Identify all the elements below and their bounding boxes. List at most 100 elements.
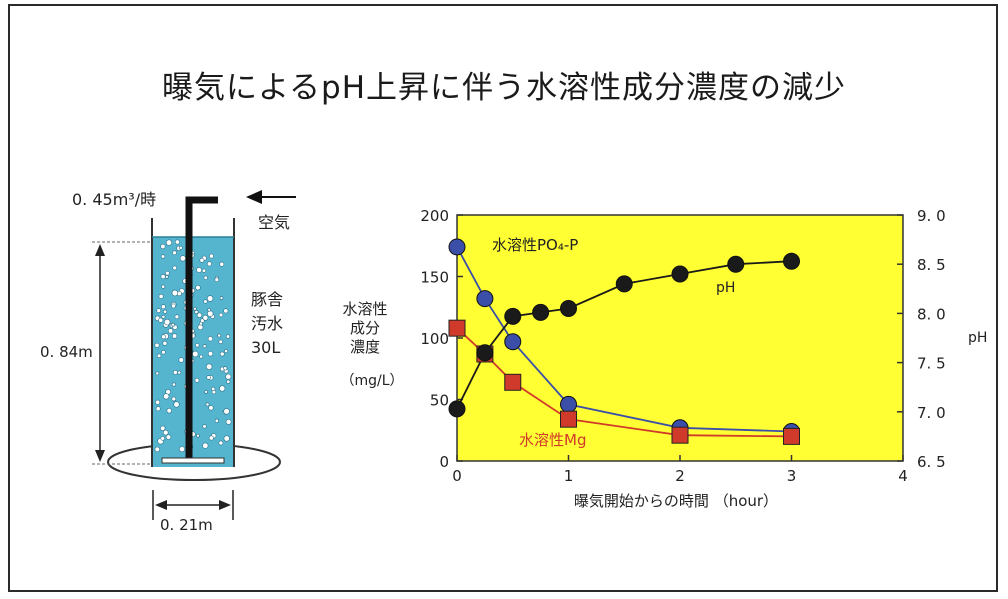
data-point-series-2 — [532, 303, 550, 321]
data-point-series-2 — [476, 344, 494, 362]
bubble — [219, 296, 224, 300]
y-right-label: pH — [968, 330, 987, 346]
bubble — [226, 379, 231, 384]
bubble — [224, 349, 229, 354]
bubble — [165, 270, 170, 276]
series-line-0 — [456, 246, 792, 433]
bubble — [160, 304, 166, 310]
bubble — [160, 425, 166, 431]
height-arrow-top — [95, 244, 105, 256]
bubble — [208, 405, 214, 411]
y-left-label-line-2: 成分 — [350, 319, 380, 337]
sample-label-line-1: 豚舎 — [251, 290, 283, 309]
height-arrow-bottom — [95, 450, 105, 462]
bubble — [208, 435, 214, 441]
diffuser — [161, 457, 225, 464]
bubble — [155, 371, 160, 376]
x-tick-label: 4 — [898, 467, 908, 485]
air-pipe — [185, 196, 218, 458]
bubble — [225, 418, 232, 425]
bubble — [219, 385, 226, 392]
bubble — [162, 429, 169, 436]
data-point-series-2 — [448, 400, 466, 418]
sample-label-line-2: 汚水 — [251, 314, 283, 333]
bubble — [165, 434, 172, 440]
y-right-tick-label: 8. 5 — [917, 256, 946, 274]
bubble — [214, 277, 220, 283]
data-point-series-0 — [504, 333, 522, 351]
data-point-series-2 — [783, 252, 800, 270]
data-point-series-0 — [448, 238, 466, 256]
air-label: 空気 — [258, 213, 290, 232]
bubble — [218, 440, 224, 446]
bubble — [158, 293, 164, 299]
bubble — [205, 363, 213, 370]
bubble — [154, 342, 160, 348]
width-arrow-left — [155, 500, 167, 510]
bubble — [166, 408, 172, 414]
bubble — [194, 377, 200, 383]
bubble — [171, 289, 179, 297]
y-left-tick-label: 50 — [430, 392, 449, 410]
x-tick-label: 2 — [675, 467, 685, 485]
bubble — [202, 424, 207, 429]
bubble — [199, 354, 204, 359]
bubble — [207, 336, 213, 342]
bubble — [163, 309, 168, 314]
bubble — [219, 261, 225, 267]
bubble — [218, 312, 224, 318]
legend-ph: pH — [716, 280, 735, 296]
bubble — [207, 351, 214, 357]
bubble — [202, 344, 207, 349]
x-tick-label: 1 — [564, 467, 574, 485]
bubble — [217, 333, 222, 338]
bubble — [178, 245, 183, 250]
data-point-series-1 — [448, 319, 466, 337]
data-point-series-1 — [504, 373, 522, 391]
height-label: 0. 84m — [40, 343, 93, 361]
bubble — [172, 333, 178, 339]
bubble — [207, 307, 211, 312]
bubble — [202, 442, 209, 449]
bubble — [225, 334, 231, 339]
bubble — [211, 386, 216, 392]
bubble — [172, 369, 178, 375]
data-point-series-1 — [560, 410, 577, 428]
width-arrow-right — [219, 500, 231, 510]
y-left-tick-label: 150 — [420, 269, 449, 287]
data-point-series-2 — [504, 307, 522, 325]
bubble — [202, 314, 209, 321]
bubble — [203, 275, 208, 280]
bubble — [223, 366, 228, 371]
bubble — [218, 339, 223, 344]
bubble — [223, 408, 230, 415]
y-left-label-line-3: 濃度 — [350, 338, 380, 356]
bubble — [154, 446, 161, 453]
bubble — [171, 382, 176, 387]
bubble — [206, 261, 212, 267]
bubble — [196, 312, 203, 318]
bubble — [168, 328, 174, 334]
y-left-label-unit: （mg/L） — [340, 373, 403, 389]
bubble — [172, 250, 177, 256]
bubble — [206, 295, 214, 302]
x-tick-label: 3 — [787, 467, 797, 485]
bubble — [161, 314, 166, 319]
width-label: 0. 21m — [160, 516, 213, 534]
bubble — [171, 396, 177, 402]
air-arrow-head — [246, 190, 262, 204]
bubble — [164, 318, 171, 326]
y-left-tick-label: 200 — [420, 207, 449, 225]
data-point-series-2 — [560, 299, 577, 317]
bubble — [225, 373, 232, 380]
legend-po4-p: 水溶性PO₄-P — [492, 236, 578, 254]
y-right-tick-label: 7. 5 — [917, 355, 946, 373]
y-left-tick-label: 100 — [420, 330, 449, 348]
data-point-series-1 — [783, 427, 800, 445]
bubble — [214, 418, 219, 423]
bubble — [160, 254, 166, 259]
bubble — [178, 357, 184, 363]
bubble — [171, 303, 176, 309]
